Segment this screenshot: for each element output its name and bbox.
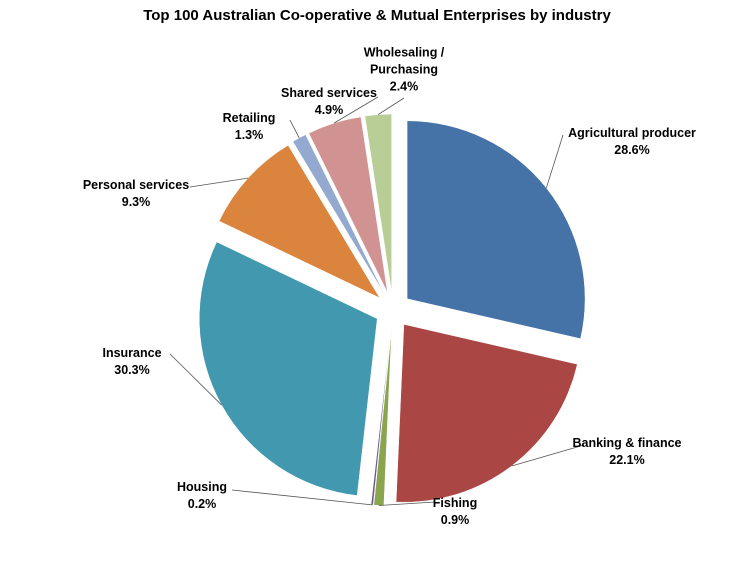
slice-label: Fishing 0.9% xyxy=(380,495,530,529)
leader-line xyxy=(511,444,585,467)
leader-line xyxy=(231,489,373,506)
slice-label: Agricultural producer 28.6% xyxy=(557,125,707,159)
value-label: 1.3% xyxy=(234,128,264,142)
value-label: 0.9% xyxy=(440,513,470,527)
category-label: Housing xyxy=(177,480,227,494)
slice-label: Shared services 4.9% xyxy=(254,85,404,119)
value-label: 9.3% xyxy=(121,195,151,209)
value-label: 30.3% xyxy=(114,363,150,377)
slice-label: Retailing 1.3% xyxy=(174,110,324,144)
category-label: Agricultural producer xyxy=(568,126,696,140)
value-label: 28.6% xyxy=(614,143,650,157)
pie-slice xyxy=(395,324,578,503)
leader-line xyxy=(545,134,564,189)
leader-line xyxy=(378,501,436,506)
category-label: Shared services xyxy=(281,86,377,100)
slice-label: Banking & finance 22.1% xyxy=(552,435,702,469)
category-label: Fishing xyxy=(432,496,478,510)
leader-line xyxy=(189,177,249,188)
category-label: Insurance xyxy=(102,346,162,360)
pie-slice xyxy=(308,116,388,293)
pie-slice xyxy=(406,120,586,340)
category-label: Banking & finance xyxy=(572,436,682,450)
category-label: Wholesaling / Purchasing xyxy=(363,45,445,77)
chart-title: Top 100 Australian Co-operative & Mutual… xyxy=(143,7,611,24)
leader-line xyxy=(289,119,300,139)
leader-line xyxy=(378,97,405,115)
slice-label: Wholesaling / Purchasing 2.4% xyxy=(354,45,454,96)
pie-slice xyxy=(292,134,385,295)
slice-label: Insurance 30.3% xyxy=(57,345,207,379)
slice-label: Personal services 9.3% xyxy=(61,177,211,211)
leader-line xyxy=(169,353,222,406)
pie-slice xyxy=(199,241,378,496)
leader-line xyxy=(333,96,379,124)
category-label: Personal services xyxy=(82,178,190,192)
category-label: Retailing xyxy=(222,111,276,125)
value-label: 2.4% xyxy=(389,79,419,94)
pie-slice xyxy=(373,327,392,507)
slice-label: Housing 0.2% xyxy=(127,479,277,513)
value-label: 0.2% xyxy=(187,497,217,511)
value-label: 4.9% xyxy=(314,103,344,117)
value-label: 22.1% xyxy=(609,453,645,467)
